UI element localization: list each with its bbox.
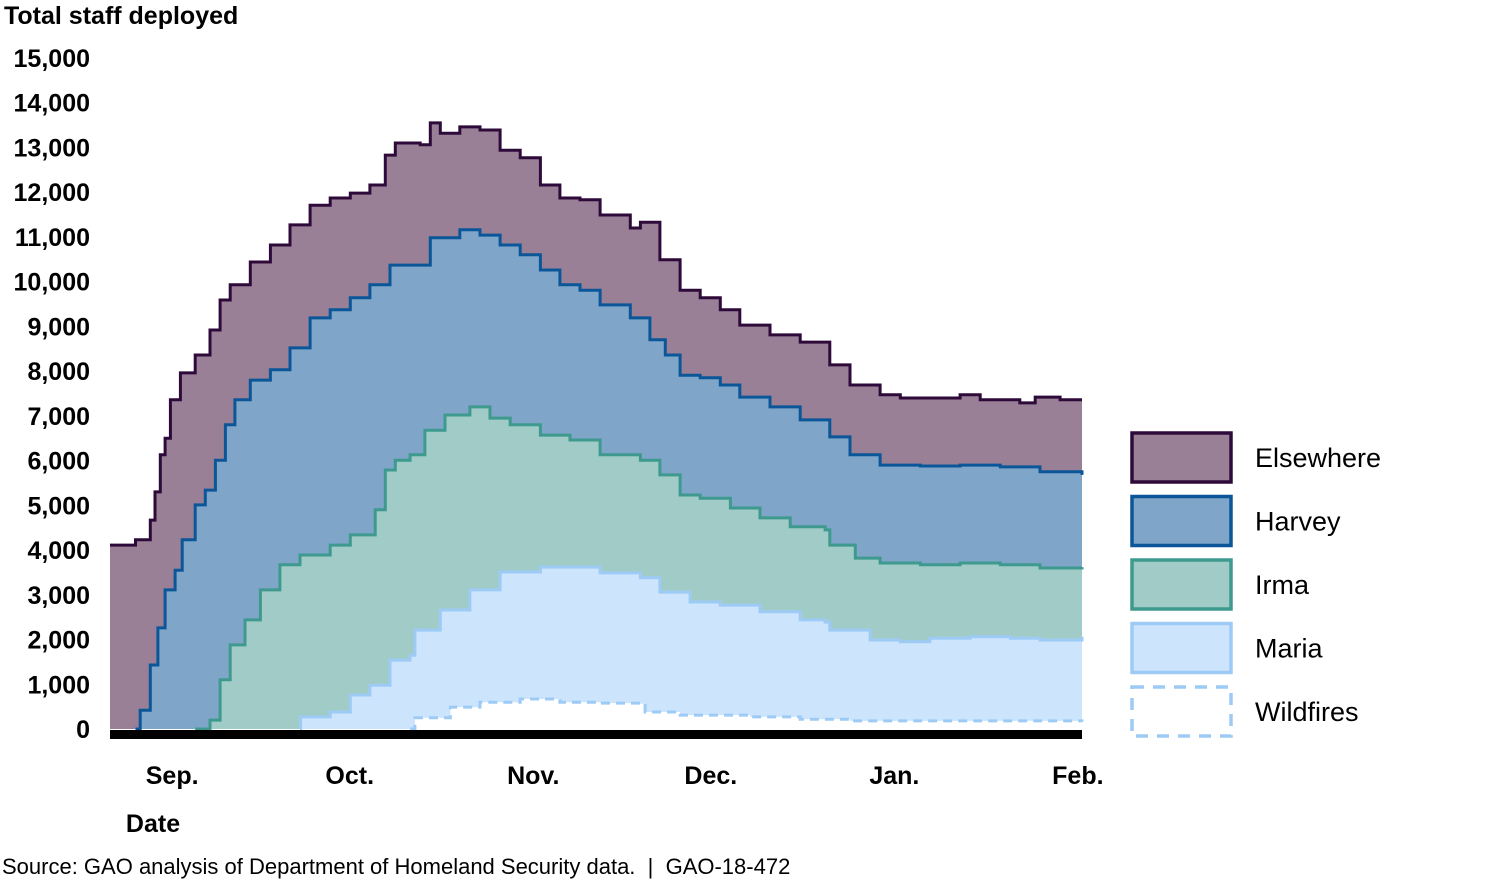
y-tick-label: 1,000	[27, 671, 90, 699]
legend-item-wildfires: Wildfires	[1130, 685, 1359, 738]
x-tick-label: Dec.	[684, 762, 737, 790]
y-tick-label: 12,000	[14, 179, 90, 207]
x-axis-baseline	[110, 730, 1082, 739]
legend-label: Irma	[1255, 570, 1310, 600]
line-wildfires	[410, 697, 1084, 731]
legend-label: Maria	[1255, 634, 1323, 664]
x-tick-label: Jan.	[869, 762, 919, 790]
x-tick-label: Sep.	[146, 762, 199, 790]
legend-item-maria: Maria	[1130, 621, 1323, 675]
x-axis-label: Date	[126, 810, 180, 838]
legend-swatch-irma	[1130, 558, 1233, 611]
y-tick-label: 8,000	[27, 358, 90, 386]
line-maria	[299, 565, 1084, 731]
legend-label: Harvey	[1255, 507, 1341, 537]
legend-label: Elsewhere	[1255, 443, 1381, 473]
line-harvey	[135, 228, 1084, 731]
legend-swatch-elsewhere	[1130, 431, 1233, 484]
y-tick-label: 7,000	[27, 403, 90, 431]
source-note: Source: GAO analysis of Department of Ho…	[2, 854, 790, 879]
y-tick-label: 0	[76, 716, 90, 744]
areas	[110, 122, 1083, 730]
y-tick-label: 9,000	[27, 313, 90, 341]
x-tick-label: Nov.	[507, 762, 559, 790]
y-axis-ticks: 0 1,000 2,000 3,000 4,000 5,000 6,000 7,000 8,00…	[14, 45, 90, 744]
legend-item-irma: Irma	[1130, 558, 1310, 611]
y-tick-label: 4,000	[27, 537, 90, 565]
line-elsewhere	[110, 121, 1082, 547]
y-tick-label: 2,000	[27, 627, 90, 655]
line-irma	[195, 405, 1084, 731]
y-tick-label: 15,000	[14, 45, 90, 73]
legend-label: Wildfires	[1255, 697, 1359, 727]
area-maria	[300, 567, 1082, 729]
legend-item-elsewhere: Elsewhere	[1130, 431, 1381, 484]
x-tick-label: Feb.	[1052, 762, 1103, 790]
y-tick-label: 3,000	[27, 582, 90, 610]
series-lines	[110, 121, 1084, 731]
y-tick-label: 10,000	[14, 269, 90, 297]
y-tick-label: 6,000	[27, 448, 90, 476]
legend-swatch-wildfires	[1130, 685, 1233, 738]
y-tick-label: 14,000	[14, 90, 90, 118]
x-axis-ticks: Sep. Oct. Nov. Dec. Jan. Feb.	[146, 762, 1104, 790]
legend-swatch-maria	[1130, 621, 1233, 675]
y-tick-label: 13,000	[14, 134, 90, 162]
x-tick-label: Oct.	[325, 762, 374, 790]
legend: Elsewhere Harvey Irma Maria Wildfires	[1130, 431, 1381, 738]
chart-title: Total staff deployed	[4, 2, 238, 30]
legend-item-harvey: Harvey	[1130, 494, 1341, 548]
y-tick-label: 5,000	[27, 492, 90, 520]
legend-swatch-harvey	[1130, 494, 1233, 548]
y-tick-label: 11,000	[15, 224, 90, 252]
